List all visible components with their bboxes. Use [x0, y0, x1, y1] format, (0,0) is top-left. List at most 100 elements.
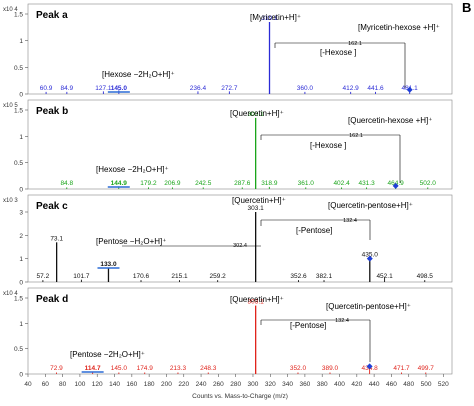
spectra-panels: x10 4 Peak a00.511.560.9 84.9 127.1 145.0 236…: [3, 3, 453, 379]
peak-label: 72.9: [50, 365, 63, 372]
peak-label: 318.9: [261, 180, 278, 187]
peak-label: 144.9: [111, 180, 128, 187]
peak-label: 174.9: [137, 365, 154, 372]
panel-frame: [27, 3, 453, 95]
peak-label: 441.6: [367, 85, 384, 92]
precursor-diamond: [406, 86, 413, 93]
peak-label: 272.7: [221, 85, 238, 92]
panel-title: Peak c: [36, 201, 68, 212]
x-tick-label: 340: [282, 381, 293, 388]
annotation-label: [Pentose −H₂O+H]⁺: [96, 237, 166, 246]
annotation-label: 302.4: [233, 243, 247, 249]
peak-label: 502.0: [420, 180, 437, 187]
peak-label: 471.7: [393, 365, 410, 372]
annotation-label: [Quercetin-pentose+H]⁺: [326, 302, 411, 311]
peak-label: 352.6: [290, 273, 307, 280]
peak-label: 431.3: [358, 180, 375, 187]
peak-label: 259.2: [210, 273, 227, 280]
annotation-label: 162.1: [348, 41, 362, 47]
annotation-label: [Pentose −2H₂O+H]⁺: [70, 350, 145, 359]
peak-label: 101.7: [73, 273, 90, 280]
peak-label: 84.9: [61, 85, 74, 92]
peak-label: 452.1: [376, 273, 393, 280]
y-tick-label: 1.5: [14, 12, 23, 19]
x-tick-label: 420: [351, 381, 362, 388]
y-tick-label: 3: [19, 210, 23, 217]
spectrum-panel-4: x10 4 Peak d 0 0.5 1 1.5 72.9 114.7 145.0 174.9 21…: [3, 287, 453, 379]
y-tick-label: 1: [19, 321, 23, 328]
x-tick-label: 220: [178, 381, 189, 388]
peak-label: 402.4: [333, 180, 350, 187]
x-axis-label: Counts vs. Mass-to-Charge (m/z): [192, 393, 288, 400]
peak-label: 73.1: [50, 235, 63, 242]
peak-label: 498.5: [417, 273, 434, 280]
y-tick-label: 0: [19, 280, 23, 287]
spectrum-panel-1: x10 4 Peak a 0 0.5 1 1.5 60.9 84.9 127.1 145.0 236…: [3, 3, 453, 99]
x-tick-label: 460: [386, 381, 397, 388]
x-tick-label: 280: [230, 381, 241, 388]
x-tick-label: 520: [438, 381, 449, 388]
peak-label: 145.0: [111, 365, 128, 372]
x-tick-label: 60: [42, 381, 50, 388]
peak-label: 303.1: [248, 111, 265, 118]
peak-label: 248.3: [200, 365, 217, 372]
y-tick-label: 1.5: [14, 296, 23, 303]
x-tick-label: 300: [248, 381, 259, 388]
peak-label: 389.0: [322, 365, 339, 372]
peak-label: 412.9: [343, 85, 360, 92]
x-tick-label: 260: [213, 381, 224, 388]
y-exponent-label: x10 4: [3, 7, 18, 13]
peak-label: 352.0: [290, 365, 307, 372]
x-tick-label: 320: [265, 381, 276, 388]
annotation-label: [Quercetin+H]⁺: [232, 196, 286, 205]
spectrum-panel-3: x10 3 Peak c 0 1 2 3 57.2 73.1 101.7 133.0 170.6 21…: [3, 194, 453, 287]
y-exponent-label: x10 3: [3, 198, 18, 204]
x-tick-label: 480: [403, 381, 414, 388]
x-tick-label: 100: [74, 381, 85, 388]
y-tick-label: 0.5: [14, 346, 23, 353]
annotation-label: [Quercetin+H]⁺: [230, 109, 284, 118]
annotation-label: [-Hexose ]: [310, 141, 346, 150]
peak-label: 382.1: [316, 273, 333, 280]
x-tick-label: 80: [59, 381, 67, 388]
figure-label: B: [462, 0, 471, 15]
peak-label: 319.1: [261, 15, 278, 22]
peak-label: 213.3: [170, 365, 187, 372]
annotation-label: 132.4: [343, 218, 357, 224]
x-tick-label: 380: [317, 381, 328, 388]
x-tick-label: 140: [109, 381, 120, 388]
y-tick-label: 2: [19, 233, 23, 240]
peak-label: 236.4: [190, 85, 207, 92]
peak-label: 145.0: [111, 85, 128, 92]
annotation-label: [-Pentose]: [296, 226, 332, 235]
y-tick-label: 0: [19, 372, 23, 379]
x-tick-label: 180: [144, 381, 155, 388]
annotation-label: [Quercetin+H]⁺: [230, 295, 284, 304]
shared-x-axis: 40 60 80 100 120 140 160 180 200 220 240 260 280 300 3…: [24, 374, 449, 400]
peak-label: 360.0: [297, 85, 314, 92]
peak-label: 303.1: [248, 205, 265, 212]
x-tick-label: 400: [334, 381, 345, 388]
y-tick-label: 1: [19, 134, 23, 141]
y-tick-label: 0: [19, 187, 23, 194]
y-tick-label: 1: [19, 256, 23, 263]
peak-label: 242.5: [195, 180, 212, 187]
peak-label: 179.2: [140, 180, 157, 187]
precursor-diamond: [366, 255, 373, 262]
panel-frame: [27, 99, 453, 190]
annotation-label: 162.1: [349, 133, 363, 139]
annotation-label: [Quercetin-hexose +H]⁺: [348, 116, 432, 125]
peak-label: 114.7: [85, 365, 101, 372]
annotation-label: [Hexose −2H₂O+H]⁺: [96, 165, 169, 174]
panel-title: Peak a: [36, 10, 68, 21]
annotation-label: [-Pentose]: [290, 321, 326, 330]
x-tick-label: 200: [161, 381, 172, 388]
peak-label: 170.6: [133, 273, 150, 280]
x-tick-label: 440: [369, 381, 380, 388]
x-tick-label: 500: [421, 381, 432, 388]
x-tick-label: 240: [196, 381, 207, 388]
precursor-diamond: [392, 182, 399, 189]
peak-label: 435.0: [362, 252, 379, 259]
y-tick-label: 0: [19, 92, 23, 99]
